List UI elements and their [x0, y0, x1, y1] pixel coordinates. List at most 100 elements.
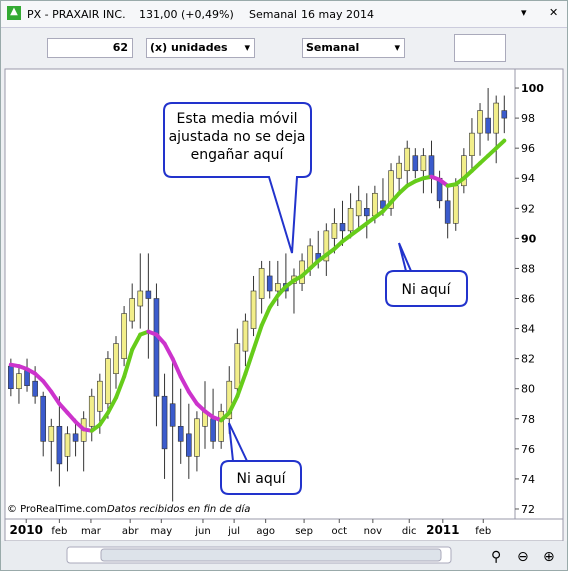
date: 16 may 2014 — [301, 8, 374, 21]
candle-body — [363, 208, 370, 217]
candle-body — [16, 373, 22, 390]
scroll-thumb[interactable] — [100, 548, 442, 562]
candle-body — [380, 200, 386, 209]
candle-body — [234, 343, 241, 390]
candle-body — [56, 425, 63, 465]
average-segment — [243, 347, 256, 376]
candle-body — [452, 185, 459, 224]
annotation: Ni aquí — [401, 282, 451, 298]
candle-body — [97, 380, 103, 412]
candle-body — [355, 200, 362, 217]
average-segment — [259, 305, 272, 328]
y-tick-label: 92 — [521, 202, 535, 215]
average-segment — [267, 293, 280, 310]
y-tick-label: 90 — [521, 232, 537, 245]
y-tick-label: 86 — [521, 293, 535, 306]
candle-body — [404, 147, 411, 172]
candle-body — [24, 370, 30, 387]
y-tick-label: 72 — [521, 503, 535, 516]
candle-body — [137, 290, 144, 307]
y-tick-label: 80 — [521, 383, 535, 396]
candle-body — [88, 395, 95, 427]
period-dropdown[interactable]: Semanal ▾ — [302, 38, 405, 58]
x-tick-label: feb — [475, 526, 491, 537]
x-tick-label: mar — [81, 526, 102, 537]
x-tick-label: nov — [364, 526, 382, 537]
x-tick-label: ago — [256, 526, 275, 537]
data-note: Datos recibidos en fin de día — [107, 503, 250, 515]
x-tick-label: dic — [402, 526, 417, 537]
candle-body — [64, 433, 71, 457]
x-tick-label: 2010 — [10, 523, 43, 537]
period-label: Semanal — [306, 41, 360, 54]
average-segment — [275, 284, 288, 298]
units-count[interactable]: 62 — [47, 38, 133, 58]
zoom-out-button[interactable]: ⊖ — [517, 549, 529, 565]
candle-body — [32, 380, 38, 397]
average-segment — [251, 323, 264, 352]
candle-body — [469, 132, 475, 156]
x-tick-label: oct — [332, 526, 348, 537]
candle-body — [8, 365, 14, 390]
candle-body — [388, 170, 394, 209]
candle-body — [477, 110, 483, 134]
candle-body — [210, 418, 216, 442]
candle-body — [274, 283, 281, 292]
average-segment — [162, 341, 175, 361]
copyright: © ProRealTime.com — [7, 504, 107, 515]
candle-body — [242, 320, 249, 352]
candle-body — [218, 410, 224, 442]
units-dropdown[interactable]: (x) unidades ▾ — [146, 38, 255, 58]
average-segment — [57, 401, 70, 415]
candle-body — [186, 433, 192, 457]
average-segment — [65, 410, 78, 424]
callout — [220, 422, 302, 495]
average-segment — [49, 389, 62, 406]
candle-body — [177, 425, 184, 442]
title-bar: ▲ PX - PRAXAIR INC. 131,00 (+0,49%) Sema… — [1, 1, 567, 28]
zoom-in-button[interactable]: ⊕ — [543, 549, 555, 565]
candle-body — [339, 223, 346, 232]
candle-body — [412, 155, 419, 172]
zoom-button[interactable]: ⚲ — [491, 549, 501, 565]
candle-body — [461, 155, 467, 187]
minimize-button[interactable]: ▾ — [521, 6, 527, 19]
candle-body — [396, 162, 402, 179]
x-tick-label: 2011 — [426, 523, 459, 537]
candle-body — [121, 313, 127, 359]
candle-body — [347, 208, 354, 232]
y-tick-label: 94 — [521, 172, 535, 185]
candle-body — [48, 425, 55, 442]
y-tick-label: 98 — [521, 112, 535, 125]
candle-body — [194, 418, 200, 457]
average-segment — [186, 389, 199, 406]
candle-body — [420, 155, 427, 172]
y-tick-label: 88 — [521, 262, 535, 275]
candle-body — [113, 343, 119, 374]
callout — [163, 102, 312, 254]
y-tick-label: 74 — [521, 473, 535, 486]
y-tick-label: 100 — [521, 82, 544, 95]
candle-body — [72, 433, 79, 442]
candle-body — [40, 395, 47, 442]
candle-body — [258, 268, 265, 299]
candle-body — [266, 275, 273, 292]
y-tick-label: 96 — [521, 142, 535, 155]
annotation: Esta media móvil ajustada no se deja engañ… — [169, 111, 306, 163]
average-segment — [389, 191, 402, 205]
x-tick-label: may — [150, 526, 172, 537]
candle-body — [161, 395, 168, 450]
annotation: Ni aquí — [236, 471, 286, 487]
close-button[interactable]: ✕ — [549, 6, 559, 19]
candle-body — [493, 102, 500, 134]
x-tick-label: abr — [122, 526, 139, 537]
average-segment — [130, 332, 143, 352]
candle-body — [372, 192, 378, 217]
indicator-button[interactable] — [454, 34, 506, 62]
candle-body — [226, 380, 233, 420]
average-segment — [41, 379, 54, 394]
candle-body — [323, 230, 330, 262]
candle-body — [485, 117, 491, 134]
candle-body — [105, 358, 111, 405]
quote: 131,00 (+0,49%) — [139, 8, 234, 21]
